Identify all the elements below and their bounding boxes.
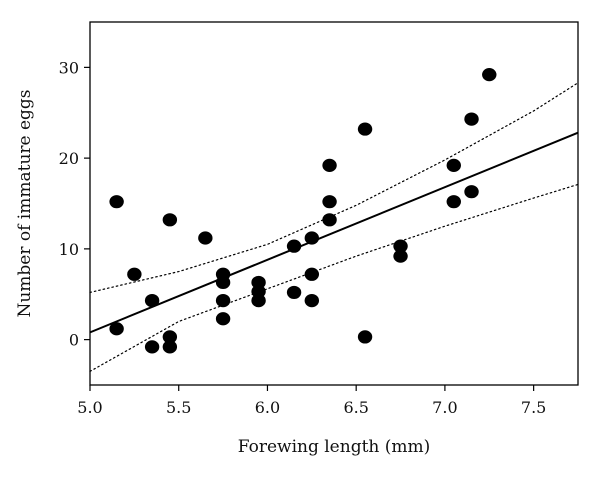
y-tick-label: 10 bbox=[59, 240, 79, 259]
confidence-band-upper bbox=[89, 82, 579, 294]
data-point bbox=[304, 231, 320, 245]
y-axis-title: Number of immature eggs bbox=[15, 89, 35, 317]
x-axis-title: Forewing length (mm) bbox=[238, 437, 431, 457]
data-point bbox=[464, 185, 479, 199]
data-point bbox=[286, 285, 302, 300]
data-point bbox=[357, 122, 373, 136]
data-point bbox=[286, 239, 302, 253]
confidence-band-lower bbox=[89, 183, 579, 372]
data-point bbox=[464, 112, 479, 126]
data-point bbox=[446, 158, 461, 172]
x-tick-label: 7.5 bbox=[521, 398, 546, 417]
data-point bbox=[144, 340, 160, 354]
data-point bbox=[215, 312, 231, 326]
data-point bbox=[127, 267, 142, 281]
x-tick-label: 7.0 bbox=[432, 398, 457, 417]
data-point bbox=[322, 213, 337, 227]
x-tick-label: 6.5 bbox=[343, 398, 368, 417]
data-point bbox=[322, 195, 337, 209]
x-tick-label: 6.0 bbox=[255, 398, 280, 417]
data-point bbox=[162, 213, 178, 227]
data-point bbox=[198, 231, 213, 245]
data-point bbox=[251, 294, 266, 308]
x-tick-label: 5.0 bbox=[77, 398, 102, 417]
data-point bbox=[446, 195, 461, 209]
data-point bbox=[251, 284, 266, 299]
data-point bbox=[162, 330, 178, 344]
data-point bbox=[162, 340, 178, 354]
data-point bbox=[482, 68, 497, 82]
data-point bbox=[304, 294, 320, 308]
data-point bbox=[357, 330, 373, 344]
data-point bbox=[109, 195, 124, 209]
plot-frame bbox=[89, 21, 579, 386]
x-tick-label: 5.5 bbox=[166, 398, 191, 417]
data-point bbox=[215, 275, 231, 290]
data-point bbox=[393, 239, 408, 253]
data-point bbox=[393, 249, 408, 263]
data-point bbox=[144, 294, 160, 308]
data-point bbox=[215, 294, 231, 308]
y-tick-label: 0 bbox=[69, 331, 79, 350]
data-point bbox=[322, 158, 337, 172]
regression-line bbox=[89, 131, 579, 334]
y-tick-label: 30 bbox=[59, 58, 79, 77]
data-point bbox=[109, 322, 124, 336]
data-point bbox=[251, 275, 266, 290]
y-tick-label: 20 bbox=[59, 149, 79, 168]
data-point bbox=[304, 267, 320, 281]
